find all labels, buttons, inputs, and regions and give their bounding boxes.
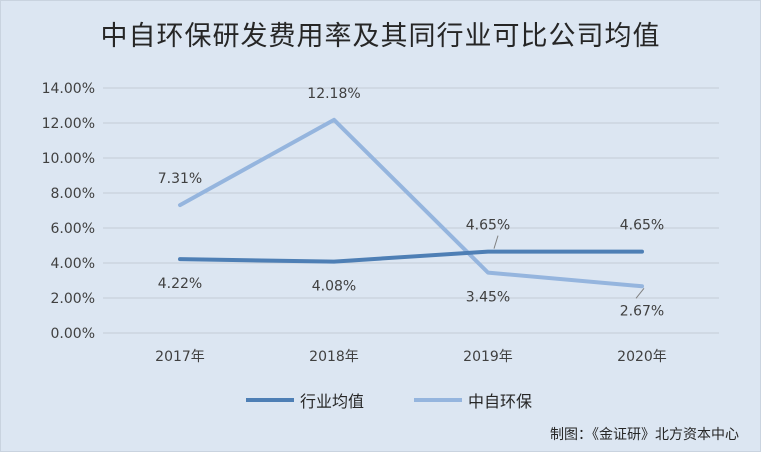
leader-line bbox=[635, 287, 645, 299]
legend-swatch-zhongzi bbox=[414, 398, 462, 402]
series-line-zhongzi bbox=[178, 117, 644, 289]
data-label-zhongzi: 7.31% bbox=[158, 171, 202, 187]
legend-label-industry-avg: 行业均值 bbox=[300, 392, 365, 411]
data-label-zhongzi: 2.67% bbox=[620, 303, 664, 319]
chart-title: 中自环保研发费用率及其同行业可比公司均值 bbox=[100, 21, 661, 52]
data-label-industry-avg: 4.65% bbox=[620, 218, 664, 234]
y-tick-label: 4.00% bbox=[51, 256, 95, 272]
legend-label-zhongzi: 中自环保 bbox=[468, 392, 533, 411]
data-label-zhongzi: 12.18% bbox=[307, 86, 360, 102]
data-label-industry-avg: 4.65% bbox=[466, 218, 510, 234]
leader-line bbox=[493, 235, 499, 249]
legend-swatch-industry-avg bbox=[246, 398, 294, 402]
y-tick-label: 12.00% bbox=[42, 116, 95, 132]
x-tick-label: 2020年 bbox=[617, 349, 667, 365]
data-label-zhongzi: 3.45% bbox=[466, 290, 510, 306]
x-tick-label: 2019年 bbox=[463, 349, 513, 365]
y-tick-label: 0.00% bbox=[51, 326, 95, 342]
legend: 行业均值 中自环保 bbox=[0, 388, 761, 412]
legend-item-industry-avg: 行业均值 bbox=[246, 388, 364, 412]
data-label-industry-avg: 4.08% bbox=[312, 279, 356, 295]
y-tick-label: 10.00% bbox=[42, 151, 95, 167]
legend-item-zhongzi: 中自环保 bbox=[414, 388, 532, 412]
x-tick-label: 2017年 bbox=[155, 349, 205, 365]
y-tick-label: 2.00% bbox=[51, 291, 95, 307]
series-line-industry-avg bbox=[178, 249, 644, 264]
source-note: 制图：《金证研》北方资本中心 bbox=[550, 427, 739, 443]
x-tick-label: 2018年 bbox=[309, 349, 359, 365]
y-tick-label: 14.00% bbox=[42, 81, 95, 97]
data-label-industry-avg: 4.22% bbox=[158, 276, 202, 292]
y-tick-label: 8.00% bbox=[51, 186, 95, 202]
y-tick-label: 6.00% bbox=[51, 221, 95, 237]
